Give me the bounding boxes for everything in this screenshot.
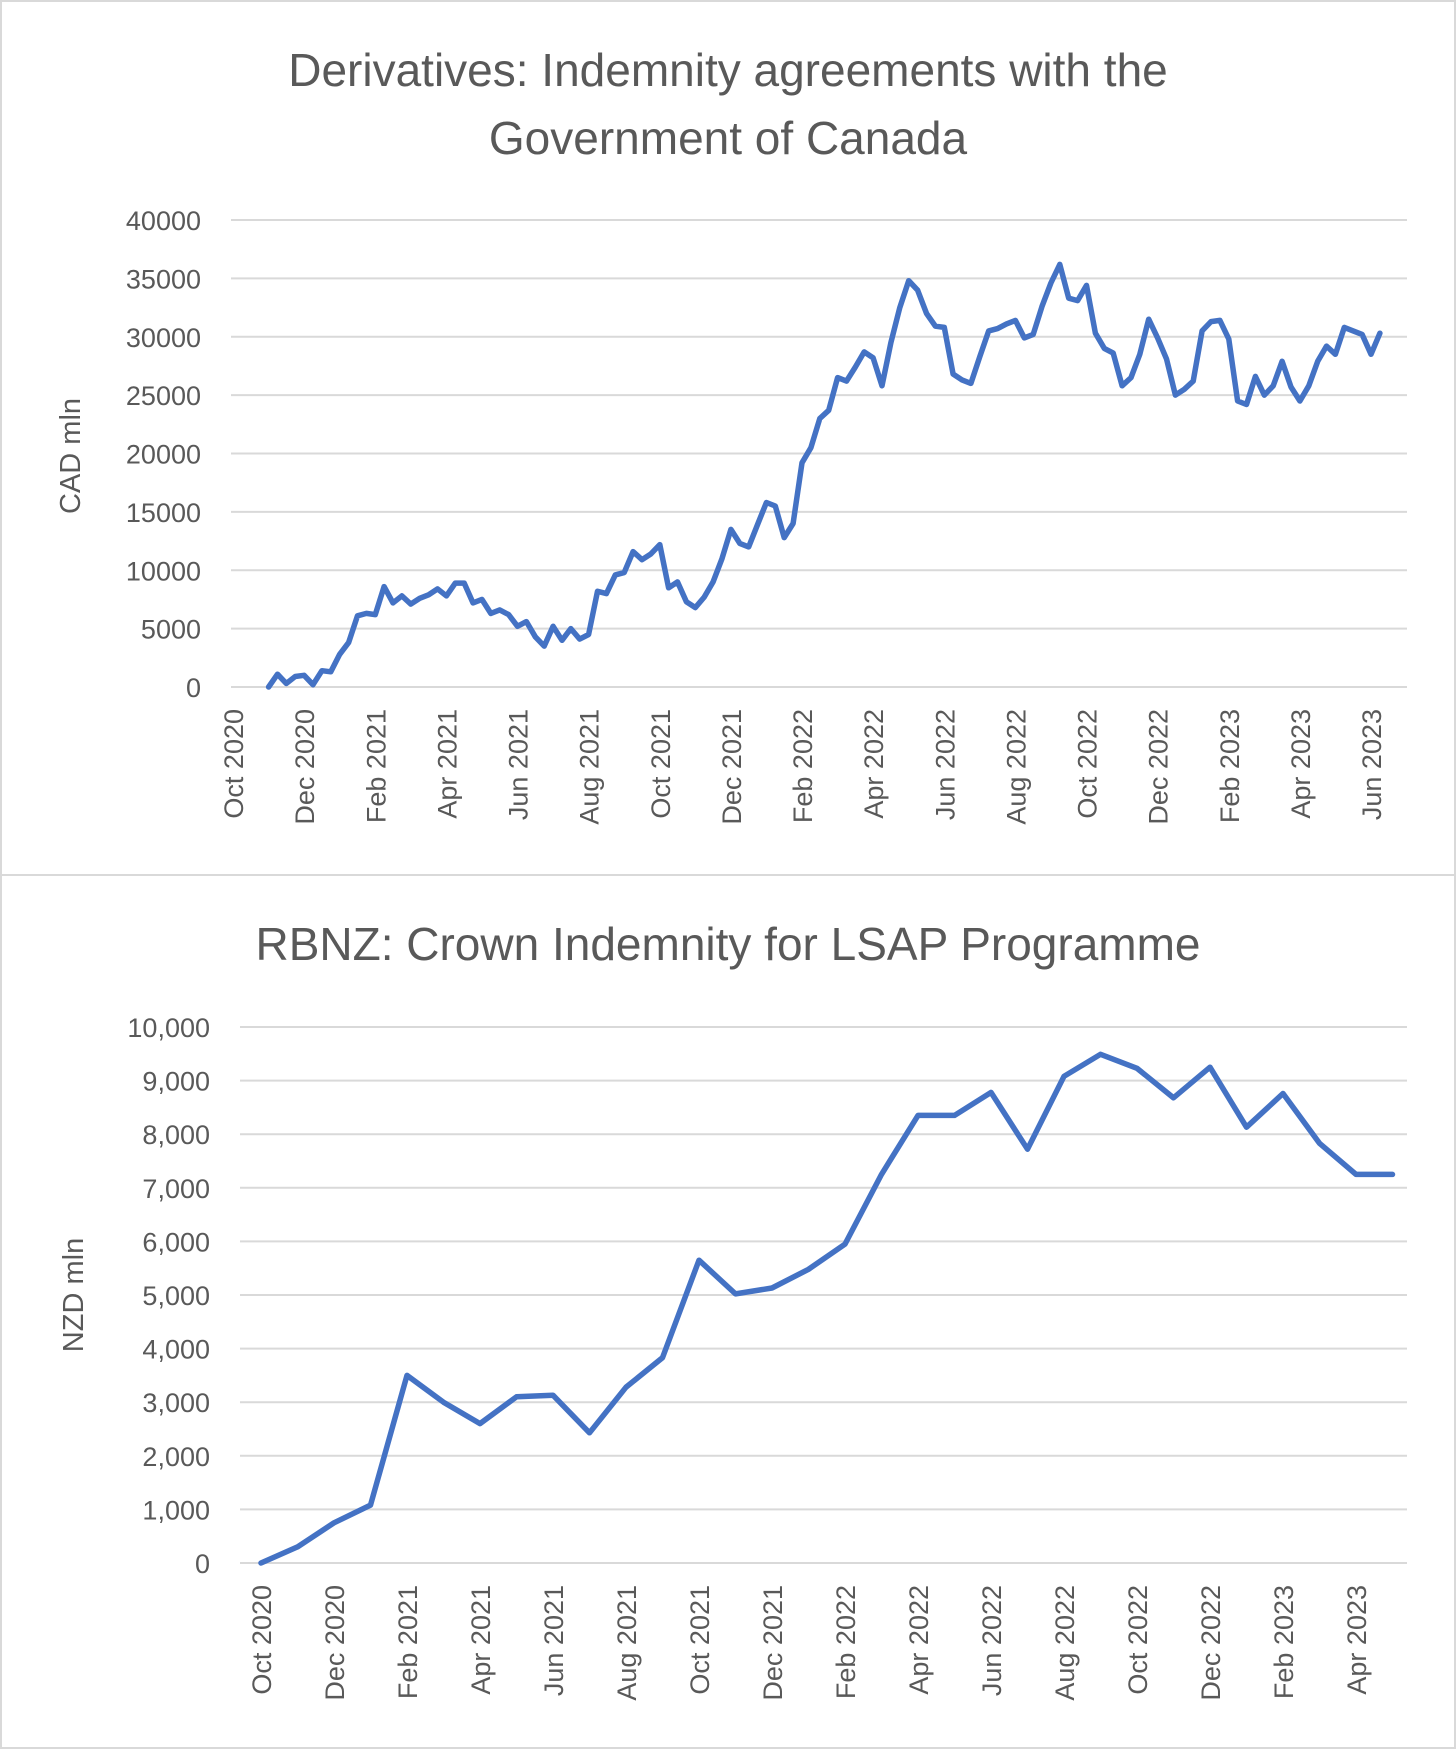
x-tick-label: Jun 2022	[977, 1585, 1007, 1696]
y-tick-label: 10,000	[127, 1013, 210, 1043]
x-tick-label: Dec 2021	[758, 1585, 788, 1701]
y-tick-label: 8,000	[142, 1120, 210, 1150]
chart-title: Derivatives: Indemnity agreements with t…	[288, 44, 1168, 164]
x-tick-label: Feb 2023	[1269, 1585, 1299, 1699]
y-tick-label: 20000	[126, 440, 201, 470]
x-tick-label: Oct 2021	[685, 1585, 715, 1695]
x-tick-label: Apr 2022	[859, 709, 889, 819]
x-tick-label: Dec 2021	[717, 709, 747, 825]
x-tick-label: Apr 2023	[1286, 709, 1316, 819]
x-tick-label: Jun 2022	[930, 709, 960, 820]
x-tick-label: Aug 2022	[1001, 709, 1031, 825]
y-tick-label: 9,000	[142, 1067, 210, 1097]
y-tick-label: 3,000	[142, 1388, 210, 1418]
x-tick-label: Oct 2022	[1123, 1585, 1153, 1695]
x-tick-label: Jun 2021	[504, 709, 534, 820]
x-tick-label: Apr 2022	[904, 1585, 934, 1695]
y-axis-title: NZD mln	[58, 1238, 90, 1352]
y-tick-label: 7,000	[142, 1174, 210, 1204]
x-tick-label: Feb 2022	[788, 709, 818, 823]
x-tick-label: Feb 2021	[361, 709, 391, 823]
y-tick-label: 2,000	[142, 1442, 210, 1472]
x-tick-label: Apr 2021	[432, 709, 462, 819]
y-tick-label: 4,000	[142, 1335, 210, 1365]
x-tick-label: Oct 2020	[247, 1585, 277, 1695]
y-tick-label: 0	[186, 673, 201, 703]
x-tick-label: Jun 2021	[539, 1585, 569, 1696]
x-tick-label: Feb 2021	[393, 1585, 423, 1699]
x-tick-label: Apr 2021	[466, 1585, 496, 1695]
y-axis-title: CAD mln	[55, 398, 87, 514]
y-tick-label: 10000	[126, 556, 201, 586]
x-tick-label: Apr 2023	[1342, 1585, 1372, 1695]
x-tick-label: Oct 2020	[219, 709, 249, 819]
x-tick-label: Feb 2023	[1215, 709, 1245, 823]
y-tick-label: 1,000	[142, 1495, 210, 1525]
y-tick-label: 6,000	[142, 1227, 210, 1257]
x-tick-label: Dec 2020	[320, 1585, 350, 1701]
x-tick-label: Oct 2021	[646, 709, 676, 819]
x-tick-label: Dec 2022	[1144, 709, 1174, 825]
data-line	[258, 1051, 1396, 1566]
y-tick-label: 25000	[126, 381, 201, 411]
x-tick-label: Dec 2022	[1196, 1585, 1226, 1701]
y-tick-label: 0	[195, 1549, 210, 1579]
y-tick-label: 30000	[126, 323, 201, 353]
x-tick-label: Dec 2020	[290, 709, 320, 825]
x-tick-label: Oct 2022	[1073, 709, 1103, 819]
x-tick-label: Aug 2021	[612, 1585, 642, 1701]
y-tick-label: 35000	[126, 264, 201, 294]
chart-title: RBNZ: Crown Indemnity for LSAP Programme	[255, 918, 1201, 970]
x-tick-label: Jun 2023	[1357, 709, 1387, 820]
y-tick-label: 5,000	[142, 1281, 210, 1311]
y-tick-label: 5000	[141, 615, 201, 645]
data-line	[265, 261, 1383, 690]
y-tick-label: 15000	[126, 498, 201, 528]
x-tick-label: Aug 2021	[575, 709, 605, 825]
x-tick-label: Aug 2022	[1050, 1585, 1080, 1701]
x-tick-label: Feb 2022	[831, 1585, 861, 1699]
y-tick-label: 40000	[126, 206, 201, 236]
